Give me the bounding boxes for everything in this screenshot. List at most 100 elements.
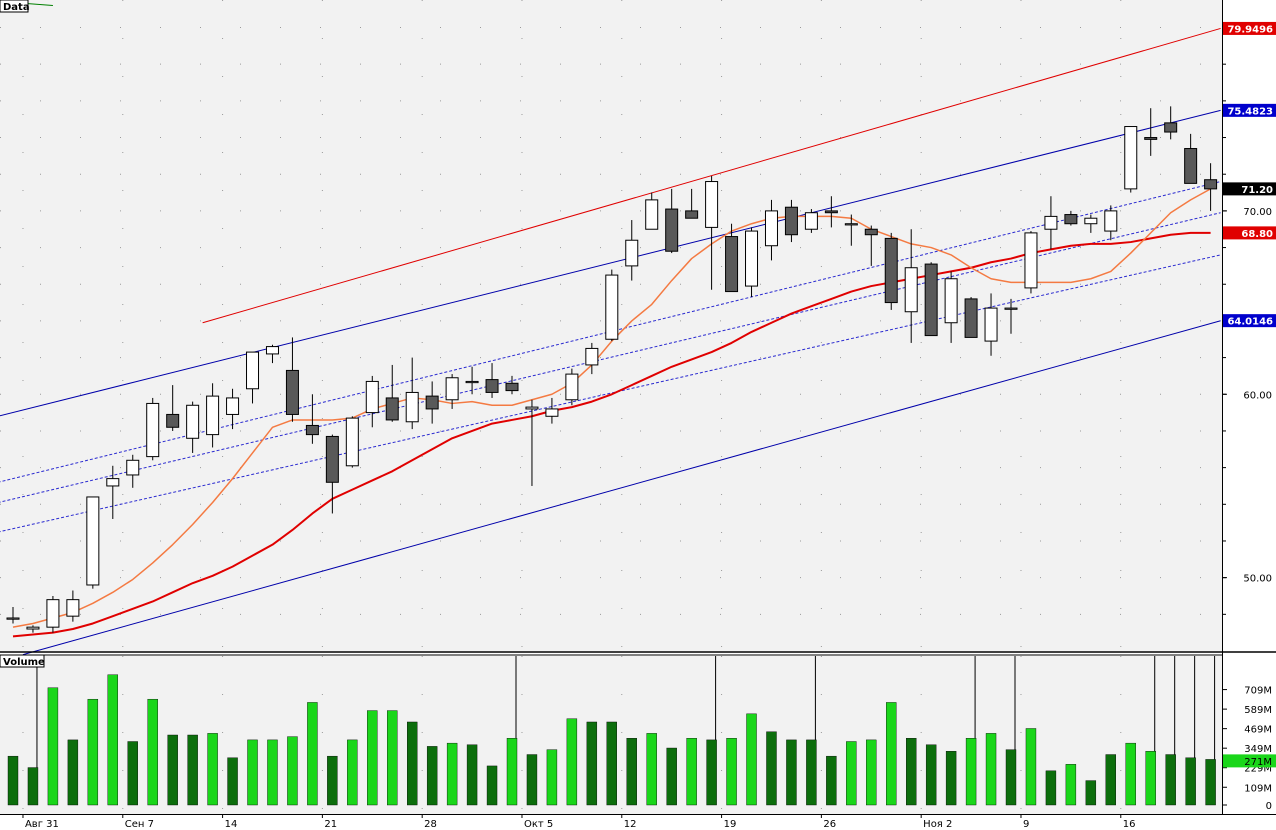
- volume-bar-rect: [147, 698, 158, 806]
- candle: [924, 262, 938, 337]
- candle-body: [705, 181, 719, 228]
- time-tick-label: 12: [624, 819, 637, 830]
- time-tick-label: 21: [324, 819, 337, 830]
- candle: [66, 590, 80, 622]
- volume-bar: [87, 698, 99, 806]
- candle: [365, 375, 379, 428]
- volume-bar: [387, 710, 398, 806]
- candle-body: [944, 278, 958, 324]
- candle-body: [66, 599, 80, 617]
- volume-bar-rect: [426, 746, 438, 806]
- volume-bar: [1125, 742, 1136, 806]
- candle: [206, 383, 220, 448]
- volume-bar: [766, 731, 777, 806]
- volume-bar: [1005, 656, 1017, 806]
- candle-body: [745, 230, 759, 287]
- volume-bar-rect: [786, 739, 797, 806]
- candle: [445, 374, 459, 409]
- candle-body: [1024, 232, 1038, 289]
- volume-bar: [945, 751, 957, 806]
- price-badge: [1223, 21, 1276, 35]
- volume-bar-rect: [466, 744, 478, 806]
- volume-bar-rect: [706, 739, 717, 806]
- candle: [325, 434, 339, 514]
- volume-bar-rect: [1025, 728, 1037, 806]
- volume-bar: [546, 749, 558, 806]
- data-panel-label: Data: [3, 2, 30, 13]
- candle-body: [146, 402, 160, 458]
- volume-bar-rect: [985, 733, 997, 806]
- candle: [6, 606, 20, 624]
- volume-tick-label: 709M: [1244, 686, 1272, 697]
- volume-bars: [7, 656, 1216, 806]
- volume-bar-rect: [606, 721, 617, 806]
- volume-bar: [826, 755, 837, 806]
- time-tick-label: 14: [225, 819, 238, 830]
- volume-bar-rect: [287, 736, 298, 806]
- candle-body: [1144, 137, 1158, 140]
- volume-bar: [586, 721, 598, 806]
- volume-bar: [1025, 728, 1037, 806]
- axes: 50.00 60.00 70.00 79.9496 75.4823 71.20 68.80 6…: [22, 21, 1276, 830]
- volume-bar-rect: [906, 738, 917, 806]
- volume-bar: [726, 738, 737, 806]
- time-tick-label: 28: [424, 819, 437, 830]
- volume-bar-rect: [127, 741, 138, 806]
- volume-bar-rect: [965, 738, 977, 806]
- volume-bar: [327, 755, 338, 806]
- candle: [126, 454, 140, 488]
- volume-bar: [67, 739, 79, 806]
- candle-body: [725, 236, 739, 293]
- candle-body: [525, 406, 539, 410]
- candle: [625, 220, 639, 281]
- candle: [146, 397, 160, 461]
- volume-bar-rect: [67, 739, 79, 806]
- volume-tick-label: 469M: [1244, 725, 1272, 736]
- candle-body: [1044, 215, 1058, 230]
- candle: [1164, 106, 1178, 140]
- candle-body: [465, 380, 479, 384]
- volume-bar-rect: [506, 738, 518, 806]
- candle: [984, 293, 998, 356]
- candle: [1044, 196, 1058, 250]
- candle: [405, 357, 419, 430]
- volume-bar: [686, 738, 697, 806]
- volume-badge: [1223, 754, 1276, 768]
- candle: [904, 229, 918, 343]
- slow-ma-line: [12, 231, 1211, 638]
- volume-bar-rect: [1205, 759, 1216, 806]
- candle-body: [804, 212, 818, 230]
- volume-bar-rect: [546, 749, 558, 806]
- candle-body: [784, 206, 798, 236]
- candle-body: [665, 208, 679, 252]
- candle-body: [246, 351, 260, 390]
- volume-bar: [466, 744, 478, 806]
- price-badge-label: 79.9496: [1227, 24, 1273, 35]
- candle: [46, 595, 60, 633]
- candle-body: [1084, 217, 1098, 225]
- volume-bar: [706, 656, 717, 806]
- volume-bar-rect: [1185, 757, 1196, 806]
- candle: [705, 176, 719, 290]
- candlesticks: [6, 106, 1218, 633]
- inner-channel-line: [0, 254, 1221, 533]
- candle: [186, 401, 200, 453]
- volume-tick-label: 229M: [1244, 764, 1272, 775]
- candle-body: [505, 382, 519, 392]
- regression-channel: [0, 0, 1221, 656]
- price-tick-label: 70.00: [1243, 207, 1272, 218]
- volume-tick-label: 349M: [1244, 744, 1272, 755]
- candle-body: [964, 298, 978, 338]
- candle-body: [824, 210, 838, 214]
- volume-bar: [906, 738, 917, 806]
- volume-bar-rect: [1065, 764, 1077, 806]
- data-panel-label-box: [0, 0, 29, 13]
- volume-bar-rect: [526, 754, 538, 806]
- volume-bar-rect: [1125, 742, 1136, 806]
- time-tick-label: 9: [1023, 819, 1029, 830]
- volume-bar-rect: [187, 734, 198, 806]
- candle-body: [1184, 148, 1198, 184]
- volume-bar-rect: [27, 767, 39, 806]
- volume-bar: [247, 739, 258, 806]
- price-badge-label: 64.0146: [1227, 317, 1273, 328]
